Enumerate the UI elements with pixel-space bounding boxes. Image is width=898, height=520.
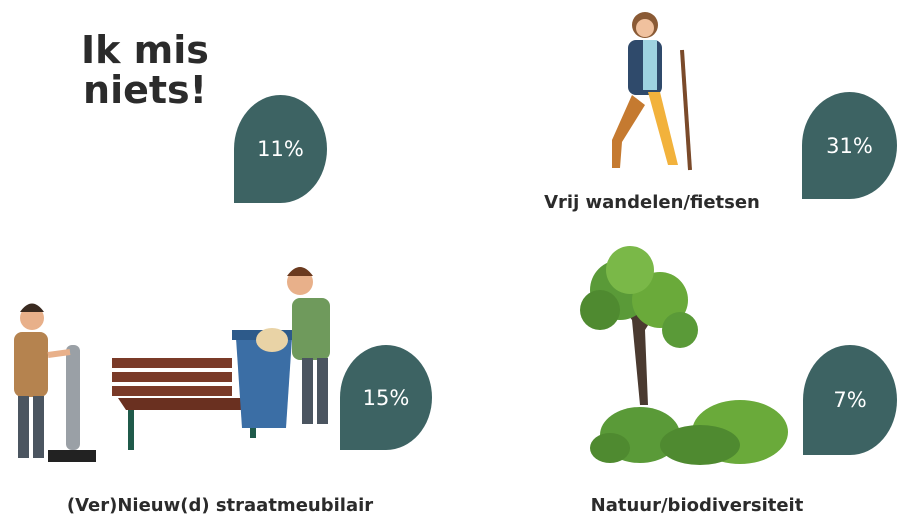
title: Ik mis niets! xyxy=(81,28,209,112)
tree xyxy=(580,246,788,465)
percentage-bubble: 15% xyxy=(340,345,432,450)
man-left xyxy=(14,303,96,462)
percentage-bubble: 31% xyxy=(802,92,897,199)
item-label: (Ver)Nieuw(d) straatmeubilair xyxy=(66,495,374,516)
item-label: Vrij wandelen/fietsen xyxy=(544,192,760,213)
bin-man xyxy=(232,267,330,428)
item-label: Natuur/biodiversiteit xyxy=(590,495,804,516)
hiker xyxy=(612,12,692,171)
percentage-bubble: 11% xyxy=(234,95,327,203)
percentage-bubble: 7% xyxy=(803,345,897,455)
